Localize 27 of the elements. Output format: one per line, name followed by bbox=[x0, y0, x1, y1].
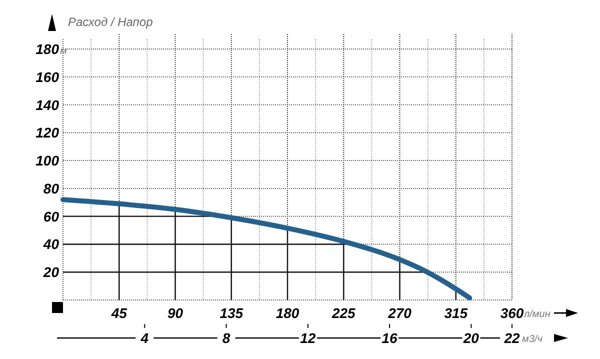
x2-tick-label: 20 bbox=[462, 330, 480, 346]
y-tick-label: 40 bbox=[42, 236, 60, 252]
x2-tick-label: 8 bbox=[222, 330, 230, 346]
y-axis-title: м bbox=[60, 46, 67, 57]
y-tick-label: 100 bbox=[36, 152, 60, 169]
x-tick-label: 90 bbox=[167, 305, 184, 321]
x-axis-title: л/мин bbox=[523, 309, 551, 320]
x-tick-label: 45 bbox=[110, 305, 128, 321]
y-tick-label: 120 bbox=[36, 124, 60, 141]
x-tick-label: 315 bbox=[444, 305, 468, 321]
x2-tick-label: 12 bbox=[300, 330, 316, 346]
x2-tick-label: 16 bbox=[382, 330, 398, 346]
y-tick-label: 160 bbox=[36, 68, 60, 85]
x-tick-label: 135 bbox=[220, 305, 244, 321]
x-tick-label: 225 bbox=[330, 305, 356, 321]
y-tick-label: 180 bbox=[36, 41, 60, 57]
x2-tick-label: 22 bbox=[503, 330, 520, 346]
x-tick-label: 180 bbox=[276, 305, 300, 321]
y-tick-label: 80 bbox=[43, 180, 60, 196]
x-tick-label: 270 bbox=[387, 305, 412, 321]
chart-title: Расход / Напор bbox=[68, 15, 154, 29]
y-tick-label: 20 bbox=[42, 264, 60, 280]
x2-tick-label: 4 bbox=[140, 330, 149, 346]
x-tick-label: 360 bbox=[500, 305, 524, 321]
x2-axis-title: м3/ч bbox=[522, 334, 542, 345]
y-tick-label: 140 bbox=[36, 96, 60, 113]
y-tick-label: 60 bbox=[43, 208, 60, 224]
